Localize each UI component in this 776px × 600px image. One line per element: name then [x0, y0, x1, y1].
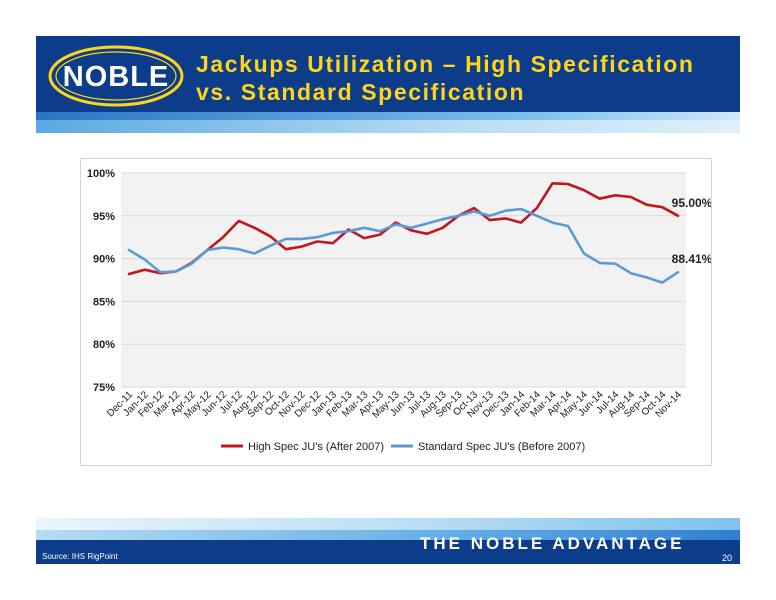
footer-stripe-mid — [36, 530, 740, 540]
chart-container: 75% 80% 85% 90% 95% 100% Dec-11 Jan-12 Feb-12 Mar… — [80, 158, 713, 466]
title-line-1: Jackups Utilization – High Specification — [196, 51, 695, 77]
logo-text: NOBLE — [63, 61, 170, 93]
footer-stripe-light — [36, 518, 740, 530]
y-tick-label: 85% — [93, 296, 115, 308]
header-stripe-light — [36, 120, 740, 133]
tagline: THE NOBLE ADVANTAGE — [420, 534, 685, 553]
standard-spec-line — [127, 207, 680, 284]
high-spec-end-label: 95.00% — [672, 196, 711, 210]
y-tick-label: 80% — [93, 339, 115, 351]
legend-label-standard-spec: Standard Spec JU's (Before 2007) — [418, 441, 585, 453]
footer-band — [36, 518, 740, 564]
y-tick-label: 75% — [93, 382, 115, 394]
utilization-line-chart: 75%80%85%90%95%100%Dec-11Jan-12Feb-12Mar… — [87, 168, 713, 453]
footer-bar — [36, 540, 740, 564]
plot-area — [121, 173, 686, 387]
y-tick-label: 100% — [87, 168, 115, 180]
slide-title: Jackups Utilization – High Specification… — [196, 50, 736, 106]
page-number: 20 — [722, 553, 733, 563]
y-tick-label: 95% — [93, 211, 115, 223]
slide-header: NOBLE Jackups Utilization – High Specifi… — [36, 36, 740, 133]
standard-spec-end-label: 88.41% — [672, 252, 711, 266]
header-stripe — [36, 112, 740, 120]
legend-label-high-spec: High Spec JU's (After 2007) — [248, 441, 384, 453]
source-note: Source: IHS RigPoint — [42, 552, 118, 561]
title-line-2: vs. Standard Specification — [196, 79, 526, 105]
noble-logo: NOBLE — [48, 45, 184, 107]
y-tick-label: 90% — [93, 254, 115, 266]
